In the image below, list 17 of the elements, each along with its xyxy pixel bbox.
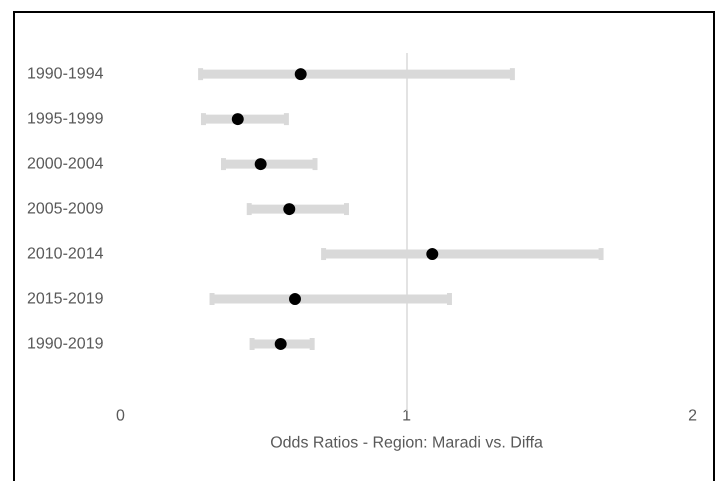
y-tick-label: 2015-2019 xyxy=(26,290,104,308)
y-tick-label: 1995-1999 xyxy=(26,110,104,128)
point xyxy=(254,158,267,170)
point xyxy=(426,248,438,260)
y-tick-label: 2005-2009 xyxy=(26,200,104,218)
y-tick-label: 1990-2019 xyxy=(26,335,104,352)
point xyxy=(274,338,287,350)
point xyxy=(283,203,296,216)
x-tick-label: 0 xyxy=(116,408,126,424)
y-tick-label: 2000-2004 xyxy=(26,156,104,173)
x-tick-label: 2 xyxy=(688,408,698,424)
point xyxy=(232,113,244,126)
y-tick-label: 2010-2014 xyxy=(26,246,104,263)
y-tick-label: 1990-1994 xyxy=(26,66,104,83)
x-axis-title: Odds Ratios - Region: Maradi vs. Diffa xyxy=(270,434,544,452)
point xyxy=(289,293,301,306)
point xyxy=(294,68,307,80)
